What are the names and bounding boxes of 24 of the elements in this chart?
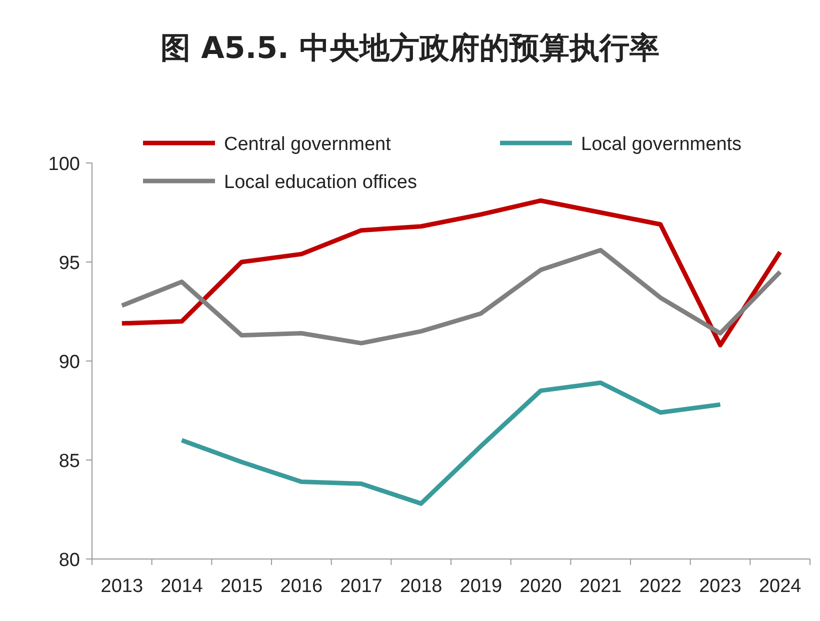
x-tick-label: 2018	[400, 576, 442, 597]
chart-title: 图 A5.5. 中央地方政府的预算执行率	[160, 31, 660, 66]
line-series	[120, 198, 782, 348]
x-tick-label: 2019	[460, 576, 502, 597]
x-tick-label: 2014	[160, 576, 204, 597]
x-tick-label: 2015	[220, 576, 263, 597]
legend-label: Local education offices	[224, 172, 417, 193]
x-tick-label: 2021	[579, 576, 622, 597]
x-tick-label: 2023	[699, 576, 742, 597]
x-tick-label: 2013	[100, 576, 144, 597]
y-tick-label: 85	[58, 451, 80, 472]
y-tick-label: 80	[58, 550, 80, 571]
x-tick-label: 2022	[639, 576, 682, 597]
x-tick-label: 2017	[340, 576, 382, 597]
y-tick-label: 95	[58, 253, 80, 274]
legend-label: Local governments	[581, 134, 742, 155]
y-tick-label: 90	[58, 352, 80, 373]
legend-label: Central government	[224, 134, 392, 155]
line-series	[120, 248, 782, 346]
y-tick-label: 100	[48, 154, 80, 175]
x-tick-label: 2020	[520, 576, 562, 597]
line-series	[180, 380, 722, 506]
x-tick-label: 2016	[280, 576, 323, 597]
x-tick-label: 2024	[758, 576, 802, 597]
